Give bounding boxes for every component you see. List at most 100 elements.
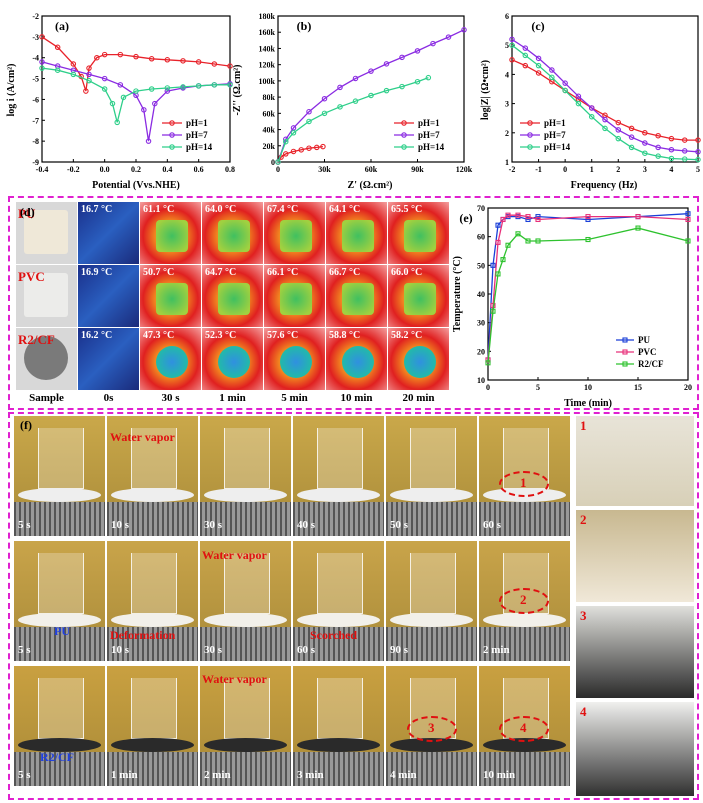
- y-tick-label: -2: [32, 12, 39, 21]
- thermal-image: 64.0 °C: [202, 202, 263, 264]
- data-point: [290, 130, 297, 136]
- time-label: 2 min: [483, 644, 510, 656]
- data-point: [282, 151, 289, 157]
- hot-plate: [297, 488, 380, 502]
- data-point: [655, 144, 661, 151]
- data-point: [101, 86, 108, 92]
- data-point: [635, 225, 641, 231]
- y-tick-label: 30: [477, 319, 485, 328]
- data-point: [414, 78, 421, 85]
- heated-specimen: [404, 346, 436, 378]
- data-point: [54, 44, 61, 51]
- data-point: [145, 138, 152, 144]
- y-tick-label: 100k: [259, 77, 276, 86]
- beaker: [317, 428, 363, 489]
- data-point: [211, 61, 218, 67]
- data-point: [352, 75, 359, 82]
- data-point: [399, 83, 405, 90]
- data-point: [505, 212, 511, 218]
- data-point: [306, 108, 312, 115]
- hot-plate: [111, 488, 194, 502]
- plate-base: [386, 502, 477, 536]
- beaker: [224, 428, 270, 489]
- x-tick-label: 90k: [411, 165, 424, 174]
- zoom-number: 3: [580, 608, 587, 623]
- temperature-readout: 16.2 °C: [81, 330, 113, 341]
- legend-label: pH=14: [418, 142, 445, 152]
- data-point: [83, 88, 89, 94]
- data-point: [485, 360, 491, 366]
- data-point: [414, 48, 421, 54]
- data-point: [306, 145, 312, 151]
- x-tick-label: 30k: [318, 165, 331, 174]
- x-tick-label: 0.2: [131, 165, 141, 174]
- time-label: 30 s: [204, 519, 223, 531]
- beaker: [317, 678, 363, 739]
- data-point: [321, 110, 328, 117]
- data-point: [352, 98, 359, 104]
- data-point: [642, 150, 648, 156]
- data-point: [495, 271, 501, 277]
- data-point: [39, 34, 45, 40]
- beaker-photo: 40 s: [293, 416, 384, 536]
- circle-number: 2: [520, 592, 527, 607]
- data-point: [490, 262, 496, 268]
- data-point: [298, 147, 304, 153]
- data-point: [522, 45, 529, 51]
- x-tick-label: 0.0: [100, 165, 110, 174]
- photo-annotation: Scorched: [310, 628, 358, 642]
- legend-marker: [622, 349, 628, 355]
- data-point: [695, 156, 701, 163]
- x-tick-label: -1: [535, 165, 542, 174]
- y-tick-label: 0: [271, 158, 275, 167]
- heated-specimen: [218, 283, 250, 315]
- x-axis-title: Frequency (Hz): [571, 180, 638, 191]
- y-axis-title: log i (A/cm²): [6, 64, 17, 117]
- time-label: 2 min: [204, 769, 231, 781]
- beaker: [224, 678, 270, 739]
- temperature-readout: 61.1 °C: [143, 204, 175, 215]
- y-tick-label: 120k: [259, 61, 276, 70]
- data-point: [525, 216, 531, 223]
- y-tick-label: 3: [505, 100, 509, 109]
- data-point: [180, 58, 186, 64]
- data-point: [509, 57, 515, 63]
- sample-name: PU: [18, 206, 36, 221]
- data-point: [562, 80, 568, 86]
- legend-marker: [401, 144, 407, 150]
- plate-base: [107, 502, 198, 536]
- column-label: 20 min: [402, 392, 435, 404]
- data-point: [500, 216, 506, 223]
- plate-base: [293, 627, 384, 661]
- sample-specimen: [24, 210, 68, 254]
- y-tick-label: 6: [505, 12, 509, 21]
- series-line: [511, 44, 699, 161]
- plate-base: [200, 752, 291, 786]
- hot-plate: [111, 738, 194, 752]
- data-point: [321, 95, 328, 102]
- x-tick-label: 0.6: [194, 165, 204, 174]
- x-axis-title: Potential (Vvs.NHE): [92, 180, 180, 191]
- sample-specimen: [24, 273, 68, 317]
- thermal-image: 16.9 °C: [78, 265, 139, 327]
- data-point: [54, 67, 61, 73]
- heated-specimen: [404, 220, 436, 252]
- circle-number: 1: [520, 475, 527, 490]
- panel-b-label: (b): [297, 19, 312, 33]
- data-point: [588, 105, 595, 111]
- data-point: [695, 137, 701, 143]
- zoom-photo: 3: [576, 606, 694, 698]
- legend-marker: [527, 144, 533, 150]
- y-tick-label: 1: [505, 158, 509, 167]
- x-tick-label: 1: [590, 165, 594, 174]
- data-point: [70, 61, 77, 67]
- photo-annotation: PU: [54, 624, 70, 638]
- series-line: [511, 38, 699, 153]
- thermal-image: 65.5 °C: [388, 202, 449, 264]
- heated-specimen: [342, 220, 374, 252]
- data-point: [505, 242, 511, 248]
- data-point: [86, 65, 92, 71]
- beaker-photo: 10 min: [479, 666, 570, 786]
- data-point: [164, 57, 171, 63]
- heated-specimen: [280, 283, 312, 315]
